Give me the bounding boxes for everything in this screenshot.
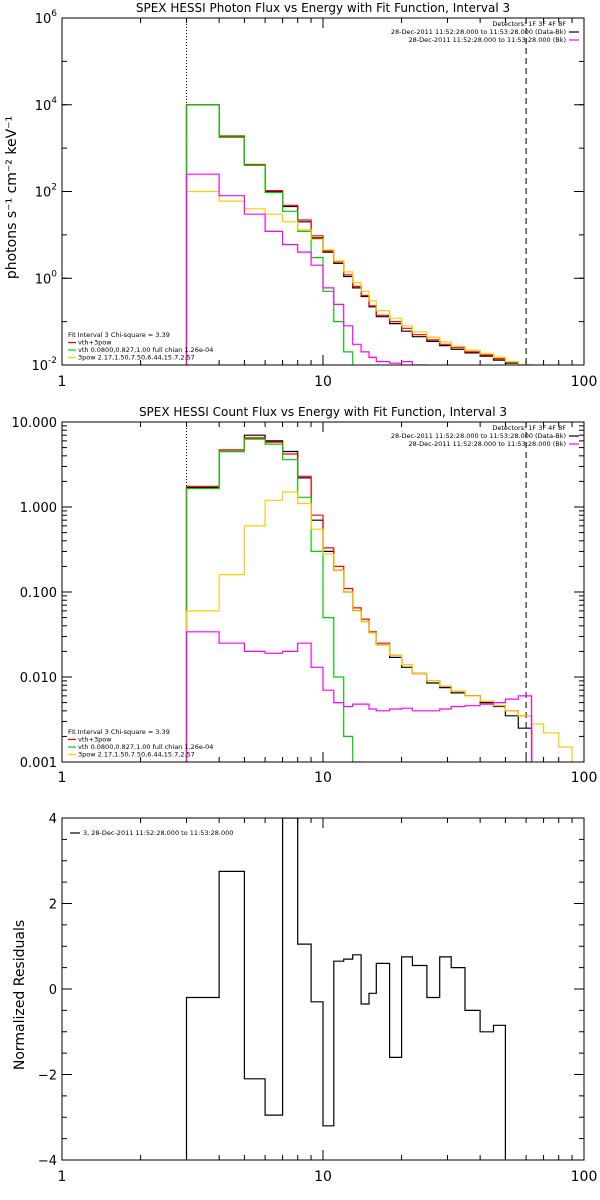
photon-y-tick-base: 10 [35, 12, 52, 27]
count-y-tick-label: 10.000 [12, 416, 58, 431]
photon-fit-legend-text: vth+3pow [78, 339, 112, 347]
residual-series-0-line [185, 818, 506, 1160]
photon-y-tick-label: 100 [35, 269, 58, 287]
photon-plot-frame [61, 17, 585, 366]
residual-y-tick-label: 4 [49, 812, 57, 827]
count-y-tick-base: 0.001 [20, 756, 57, 771]
residual-y-tick-base: −2 [38, 1069, 57, 1084]
residual-x-tick-label: 10 [314, 1169, 332, 1185]
photon-fit-legend-text: Fit Interval 3 Chi-square = 3.39 [68, 331, 170, 339]
photon-x-tick-label: 1 [58, 374, 67, 390]
photon-y-tick-base: 10 [35, 272, 52, 287]
photon-y-tick-label: 104 [35, 96, 58, 114]
count-flux-panel: SPEX HESSI Count Flux vs Energy with Fit… [12, 405, 598, 786]
count-legend-text: 28-Dec-2011 11:52:28.000 to 11:53:28.000… [409, 440, 567, 448]
residual-x-tick-label: 1 [58, 1169, 67, 1185]
residual-y-axis-label: Normalized Residuals [12, 920, 28, 1070]
photon-series-2-line [185, 104, 354, 365]
count-fit-legend-text: vth 0.0800,0.827,1.00 full chian 1.26e-0… [78, 743, 213, 751]
residual-y-tick-label: −2 [38, 1069, 57, 1084]
count-x-minor-ticks [140, 422, 573, 762]
photon-series-0-line [185, 104, 519, 365]
count-fit-legend-text: 3pow 2.17,1.50,7.50,6.44,15.7,2.57 [78, 751, 195, 759]
count-y-tick-label: 0.001 [20, 756, 57, 771]
photon-series-3-line [185, 190, 533, 365]
photon-y-tick-base: 10 [35, 99, 52, 114]
residual-y-tick-base: 0 [49, 983, 57, 998]
residual-y-tick-label: −4 [38, 1154, 57, 1169]
photon-legend-text: 28-Dec-2011 11:52:28.000 to 11:53:28.000… [409, 36, 567, 44]
residual-y-tick-base: −4 [38, 1154, 57, 1169]
photon-y-tick-base: 10 [35, 186, 52, 201]
photon-legend-text: 28-Dec-2011 11:52:28.000 to 11:53:28.000… [391, 28, 566, 36]
photon-legend-text: Detectors: 1F 3F 4F 8F [492, 20, 566, 28]
photon-y-tick-exponent: -2 [48, 356, 57, 366]
count-y-tick-label: 0.010 [20, 671, 57, 686]
photon-x-tick-label: 100 [571, 374, 598, 390]
photon-y-tick-exponent: 4 [51, 96, 57, 106]
photon-x-tick-label: 10 [314, 374, 332, 390]
count-fit-legend-text: Fit Interval 3 Chi-square = 3.39 [68, 728, 170, 736]
photon-series-4-line [185, 173, 428, 365]
photon-fit-legend-text: vth 0.0800,0.827,1.00 full chian 1.26e-0… [78, 346, 213, 354]
count-series-group [185, 434, 573, 762]
count-plot-frame [61, 421, 585, 763]
count-y-tick-base: 10.000 [12, 416, 58, 431]
count-x-tick-label: 10 [314, 770, 332, 786]
count-x-tick-label: 1 [58, 770, 67, 786]
residual-y-tick-base: 2 [49, 898, 57, 913]
photon-y-tick-base: 10 [31, 359, 48, 374]
count-series-3-line [185, 491, 573, 762]
residual-y-tick-label: 0 [49, 983, 57, 998]
count-y-tick-base: 0.010 [20, 671, 57, 686]
photon-y-tick-label: 106 [35, 9, 58, 27]
count-series-4-line [185, 631, 533, 762]
count-y-tick-label: 0.100 [20, 586, 57, 601]
photon-y-tick-exponent: 0 [51, 269, 57, 279]
count-y-tick-base: 0.100 [20, 586, 57, 601]
residual-y-tick-label: 2 [49, 898, 57, 913]
photon-chart-title: SPEX HESSI Photon Flux vs Energy with Fi… [136, 1, 510, 15]
residual-y-tick-base: 4 [49, 812, 57, 827]
photon-flux-panel: SPEX HESSI Photon Flux vs Energy with Fi… [4, 1, 597, 390]
residual-plot-frame [61, 817, 585, 1161]
residual-x-tick-label: 100 [571, 1169, 598, 1185]
count-series-0-line [185, 434, 533, 762]
count-x-tick-label: 100 [571, 770, 598, 786]
photon-series-group [185, 104, 533, 365]
count-y-tick-label: 1.000 [20, 501, 57, 516]
photon-series-1-line [185, 104, 533, 365]
photon-y-axis-label: photons s⁻¹ cm⁻² keV⁻¹ [4, 116, 20, 279]
count-series-2-line [185, 438, 362, 762]
residual-x-minor-ticks [140, 818, 573, 1160]
count-legend-text: 28-Dec-2011 11:52:28.000 to 11:53:28.000… [391, 432, 566, 440]
count-chart-title: SPEX HESSI Count Flux vs Energy with Fit… [139, 405, 507, 419]
photon-y-tick-label: 10-2 [31, 356, 57, 374]
photon-fit-legend-text: 3pow 2.17,1.50,7.50,6.44,15.7,2.57 [78, 354, 195, 362]
photon-y-tick-label: 102 [35, 183, 57, 201]
residuals-panel: 1 10 100 −4 −2 0 2 4 Normalized Residuals 3, 28-D… [12, 812, 597, 1185]
photon-y-tick-exponent: 2 [51, 183, 57, 193]
count-legend-text: Detectors: 1F 3F 4F 8F [492, 424, 566, 432]
residual-legend-text: 3, 28-Dec-2011 11:52:28.000 to 11:53:28.… [83, 829, 233, 837]
residual-series-group [185, 818, 506, 1160]
count-fit-legend-text: vth+3pow [78, 736, 112, 744]
count-series-1-line [185, 437, 533, 762]
photon-y-tick-exponent: 6 [51, 9, 57, 19]
count-y-tick-base: 1.000 [20, 501, 57, 516]
